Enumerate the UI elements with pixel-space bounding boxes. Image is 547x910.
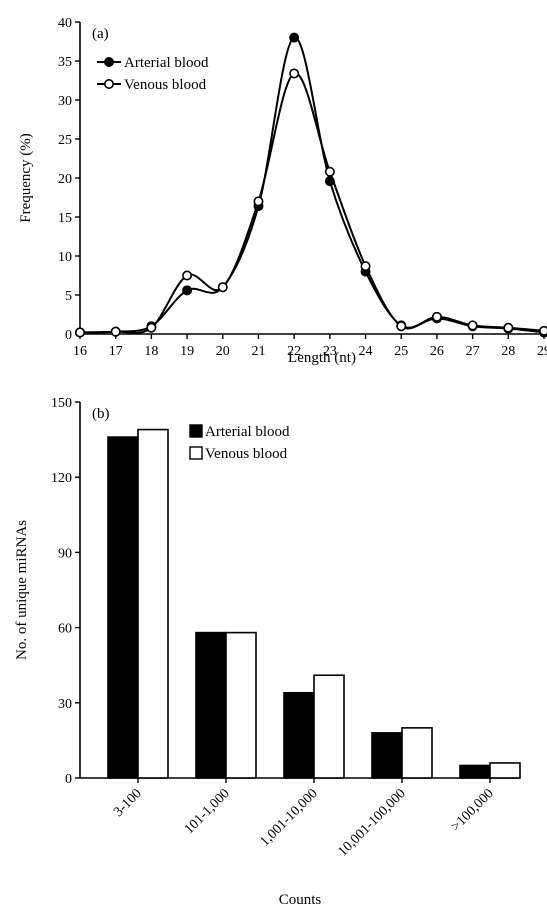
data-point xyxy=(289,68,300,79)
panel-a-y-ticks: 0 5 10 15 20 25 30 35 40 xyxy=(58,16,80,343)
panel-b-bars xyxy=(107,428,521,779)
panel-a-label: (a) xyxy=(92,26,109,42)
x-tick-label: 21 xyxy=(251,344,265,359)
legend-swatch xyxy=(189,446,203,460)
x-tick-label: 22 xyxy=(287,344,301,359)
x-tick-label: >100,000 xyxy=(448,786,496,834)
panel-b-bar-chart: (b) 0 30 60 90 120 150 3-100 101-1,000 1,001-10… xyxy=(14,396,521,908)
x-tick-label: 25 xyxy=(394,344,408,359)
legend-marker xyxy=(104,79,115,90)
legend-venous-blood: Venous blood xyxy=(124,77,207,93)
x-tick-label: 26 xyxy=(430,344,444,359)
panel-b-y-ticks: 0 30 60 90 120 150 xyxy=(51,396,80,787)
bar-venous xyxy=(401,727,433,779)
panel-b-y-axis-label: No. of unique miRNAs xyxy=(14,520,30,660)
data-point xyxy=(253,196,264,207)
x-tick-label: 23 xyxy=(323,344,337,359)
y-tick-label: 35 xyxy=(58,55,72,70)
y-tick-label: 60 xyxy=(58,622,72,637)
data-point xyxy=(182,270,193,281)
panel-b-x-axis-label: Counts xyxy=(279,892,322,908)
x-tick-label: 18 xyxy=(144,344,158,359)
legend-arterial-blood: Arterial blood xyxy=(205,424,290,440)
x-tick-label: 1,001-10,000 xyxy=(257,786,320,849)
panel-a-x-ticks: 16 17 18 19 20 21 22 23 24 25 26 27 28 29 xyxy=(73,334,547,359)
data-point xyxy=(467,320,478,331)
y-tick-label: 40 xyxy=(58,16,72,31)
y-tick-label: 0 xyxy=(65,328,72,343)
bar-arterial xyxy=(459,764,491,779)
x-tick-label: 20 xyxy=(216,344,230,359)
data-point xyxy=(289,32,300,43)
y-tick-label: 90 xyxy=(58,546,72,561)
y-tick-label: 15 xyxy=(58,211,72,226)
data-point xyxy=(324,166,335,177)
panel-b-label: (b) xyxy=(92,406,110,422)
y-tick-label: 25 xyxy=(58,133,72,148)
x-tick-label: 24 xyxy=(359,344,373,359)
bar-arterial xyxy=(371,732,403,779)
x-tick-label: 19 xyxy=(180,344,194,359)
x-tick-label: 29 xyxy=(537,344,547,359)
data-point xyxy=(217,282,228,293)
series-line-1 xyxy=(79,72,545,334)
legend-marker xyxy=(104,56,115,67)
data-point xyxy=(539,325,547,336)
bar-arterial xyxy=(195,631,227,779)
y-tick-label: 30 xyxy=(58,94,72,109)
y-tick-label: 5 xyxy=(65,289,72,304)
x-tick-label: 28 xyxy=(501,344,515,359)
x-tick-label: 101-1,000 xyxy=(182,786,233,837)
panel-a-legend: Arterial blood Venous blood xyxy=(97,55,209,93)
data-point xyxy=(75,327,86,338)
data-point xyxy=(182,285,193,296)
series-line-0 xyxy=(79,36,545,334)
y-tick-label: 20 xyxy=(58,172,72,187)
data-point xyxy=(110,326,121,337)
y-tick-label: 30 xyxy=(58,697,72,712)
bar-venous xyxy=(313,674,345,779)
data-point xyxy=(146,322,157,333)
y-tick-label: 120 xyxy=(51,471,72,486)
panel-b-legend: Arterial blood Venous blood xyxy=(189,424,290,462)
panel-a-x-axis-label: Length (nt) xyxy=(288,350,356,366)
bar-arterial xyxy=(283,691,315,779)
data-point xyxy=(503,322,514,333)
bar-arterial xyxy=(107,436,139,779)
x-tick-label: 27 xyxy=(466,344,480,359)
panel-a-line-chart: (a) 0 5 10 15 20 25 30 35 40 16 17 18 19 20 21 22 23 24 2… xyxy=(18,16,547,366)
y-tick-label: 0 xyxy=(65,772,72,787)
y-tick-label: 150 xyxy=(51,396,72,411)
x-tick-label: 10,001-100,000 xyxy=(336,786,409,859)
data-point xyxy=(396,321,407,332)
panel-b-x-ticks: 3-100 101-1,000 1,001-10,000 10,001-100,000… xyxy=(111,778,497,860)
x-tick-label: 16 xyxy=(73,344,87,359)
x-tick-label: 3-100 xyxy=(111,786,145,820)
bar-venous xyxy=(225,631,257,779)
data-point xyxy=(431,311,442,322)
legend-swatch xyxy=(189,424,203,438)
y-tick-label: 10 xyxy=(58,250,72,265)
data-point xyxy=(360,261,371,272)
bar-venous xyxy=(137,428,169,779)
legend-venous-blood: Venous blood xyxy=(205,446,288,462)
panel-a-series xyxy=(75,32,547,338)
legend-arterial-blood: Arterial blood xyxy=(124,55,209,71)
panel-a-y-axis-label: Frequency (%) xyxy=(18,133,34,223)
bar-venous xyxy=(489,762,521,779)
x-tick-label: 17 xyxy=(109,344,123,359)
